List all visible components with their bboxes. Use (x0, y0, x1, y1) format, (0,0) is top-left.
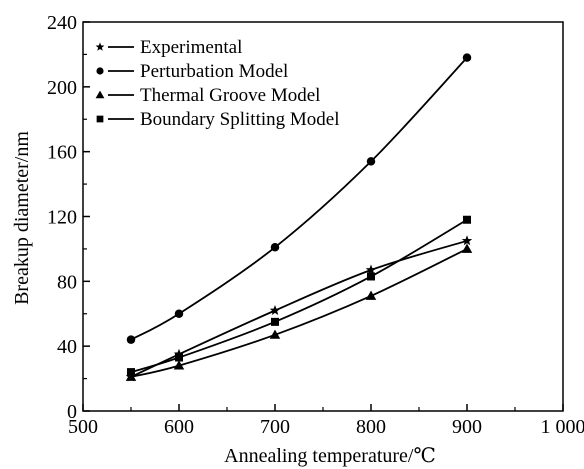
series-line (130, 239, 468, 378)
legend-label: Experimental (140, 37, 242, 58)
y-tick-label: 240 (47, 12, 77, 34)
legend-label: Thermal Groove Model (140, 85, 320, 106)
legend-item: Thermal Groove Model (95, 85, 320, 106)
legend-item: Experimental (95, 37, 242, 58)
y-tick-label: 200 (47, 77, 77, 99)
x-axis: 500 600 700 800 900 1 000 (68, 404, 584, 438)
y-axis-label: Breakup diameter/nm (11, 131, 33, 305)
data-point (127, 368, 135, 377)
legend-label: Perturbation Model (140, 61, 288, 82)
data-point (366, 157, 376, 166)
legend-marker (96, 115, 104, 123)
x-tick-label: 500 (68, 416, 98, 438)
series-line (130, 218, 468, 373)
series-boundary-splitting-model (127, 215, 471, 377)
legend-marker (95, 90, 105, 99)
x-tick-label: 600 (164, 416, 194, 438)
x-tick-label: 700 (260, 416, 290, 438)
data-point (365, 290, 377, 300)
y-tick-label: 0 (67, 401, 77, 423)
data-point (125, 371, 137, 381)
data-point (462, 53, 472, 62)
data-point (271, 317, 279, 326)
y-tick-label: 40 (57, 336, 77, 358)
x-axis-label: Annealing temperature/℃ (224, 445, 436, 467)
data-point (367, 272, 375, 281)
x-tick-label: 800 (356, 416, 386, 438)
legend-marker (95, 42, 105, 51)
data-point (174, 309, 184, 318)
legend-label: Boundary Splitting Model (140, 109, 340, 130)
series-layer (125, 53, 473, 382)
legend: Experimental Perturbation Model Thermal Gr… (95, 37, 340, 130)
data-point (126, 335, 136, 344)
series-thermal-groove-model (125, 243, 473, 381)
series-line (130, 248, 468, 378)
series-line (130, 57, 468, 341)
x-tick-label: 1 000 (541, 416, 584, 438)
x-tick-label: 900 (452, 416, 482, 438)
legend-item: Perturbation Model (96, 61, 288, 82)
legend-item: Boundary Splitting Model (96, 109, 340, 130)
y-axis: 0 40 80 120 160 200 240 (47, 12, 90, 423)
data-point (173, 360, 185, 370)
data-point (461, 235, 473, 246)
data-point (175, 353, 183, 362)
data-point (461, 243, 473, 253)
data-point (270, 243, 280, 252)
legend-marker (96, 67, 104, 75)
data-point (269, 329, 281, 339)
data-point (365, 264, 377, 275)
data-point (269, 305, 281, 315)
y-tick-label: 120 (47, 207, 77, 229)
data-point (463, 215, 471, 224)
y-tick-label: 80 (57, 271, 77, 293)
y-tick-label: 160 (47, 142, 77, 164)
series-perturbation-model (126, 53, 472, 344)
